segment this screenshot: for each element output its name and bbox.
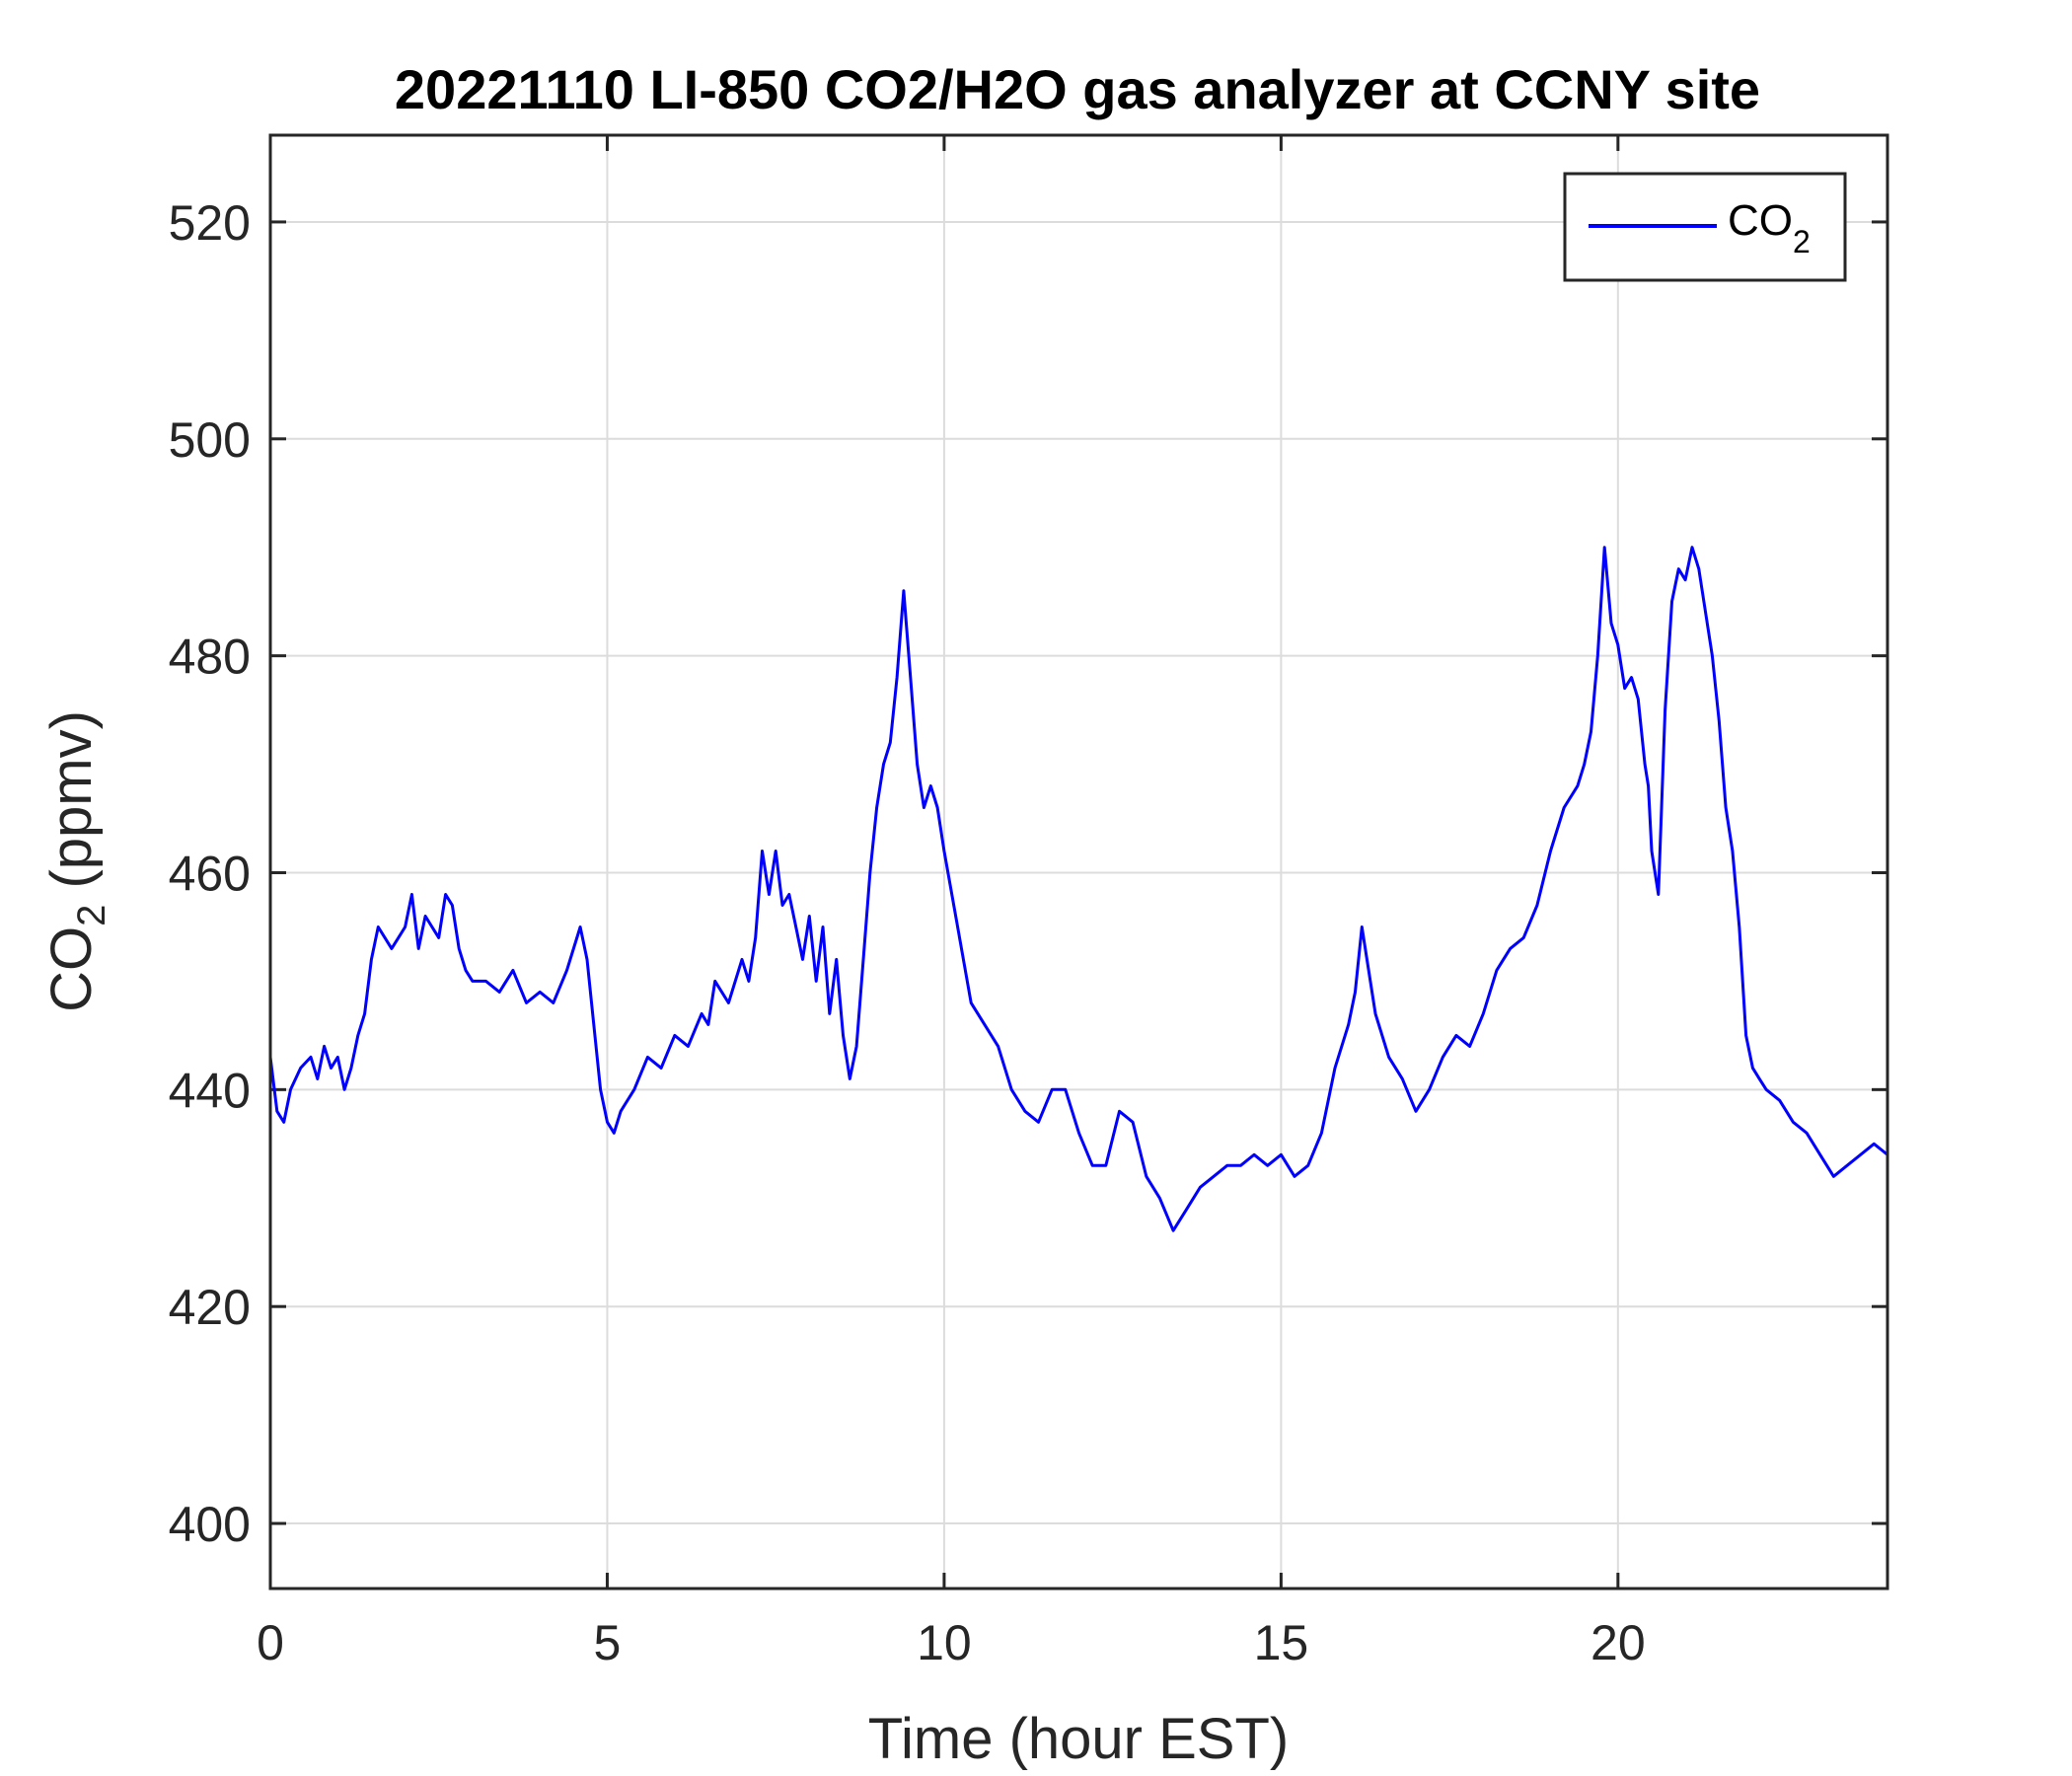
y-tick-label: 500 (169, 412, 251, 468)
y-tick-label: 460 (169, 846, 251, 901)
x-tick-label: 5 (594, 1615, 622, 1670)
y-tick-label: 480 (169, 629, 251, 685)
chart-title: 20221110 LI-850 CO2/H2O gas analyzer at … (395, 58, 1760, 120)
series-layer (268, 546, 1888, 1232)
y-axis-label: CO2 (ppmv) (39, 710, 113, 1012)
legend-label-base: CO (1728, 196, 1793, 245)
y-axis-label-subscript: 2 (70, 905, 113, 926)
legend: CO2 (1563, 172, 1847, 282)
y-axis-label-base: CO (39, 926, 104, 1012)
x-tick-label: 15 (1254, 1615, 1309, 1670)
tick-marks (268, 135, 1887, 1589)
x-tick-label: 10 (917, 1615, 972, 1670)
y-tick-label: 400 (169, 1497, 251, 1552)
y-axis-label-tail: (ppmv) (39, 710, 104, 905)
y-tick-label: 520 (169, 195, 251, 251)
legend-label-subscript: 2 (1793, 224, 1811, 259)
x-tick-labels: 0 5 10 15 20 (257, 1615, 1646, 1670)
legend-entry-co2: CO2 (1728, 196, 1811, 259)
x-tick-label: 20 (1591, 1615, 1646, 1670)
axes-box (268, 133, 1889, 1591)
series-line-co2 (268, 546, 1888, 1232)
y-tick-labels: 400 420 440 460 480 500 520 (169, 195, 251, 1552)
x-tick-label: 0 (257, 1615, 284, 1670)
y-tick-label: 420 (169, 1280, 251, 1335)
x-axis-label: Time (hour EST) (868, 1707, 1289, 1771)
y-tick-label: 440 (169, 1063, 251, 1118)
